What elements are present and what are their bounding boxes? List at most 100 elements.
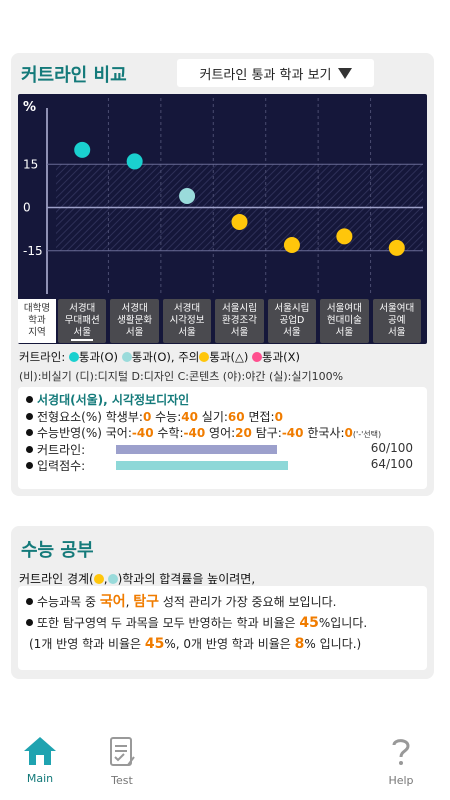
tick-label: -15 [23, 244, 43, 258]
data-point [336, 228, 353, 245]
subject-name: 국어: [105, 426, 132, 440]
selected-school: 서경대(서울), 시각정보디자인 [37, 393, 190, 407]
advice-text: 수능과목 중 [37, 595, 100, 609]
legend: 커트라인: 통과(O) 통과(O), 주의 통과(△) 통과(X) [19, 349, 300, 365]
category-label: 서울여대 공예 서울 [379, 303, 415, 338]
factor-name: 실기: [201, 409, 228, 424]
category-label: 서경대 생활문화 서울 [117, 303, 153, 338]
factor-value: 0 [142, 409, 152, 424]
category-label: 서경대 시각정보 서울 [169, 303, 205, 338]
bullet-icon [26, 619, 33, 626]
advice-text: %입니다. [318, 616, 368, 630]
subject-name: 수학: [157, 426, 184, 440]
data-point [231, 213, 248, 230]
subject-highlight: 국어 [99, 594, 126, 610]
factor-value: 60 [227, 409, 245, 424]
intro-text: 커트라인 경계( [19, 572, 94, 586]
category-cell[interactable]: 서울여대 공예 서울 [372, 299, 421, 343]
chart-plot: 15 0 -15% [23, 98, 423, 294]
legend-dot-pass [68, 352, 79, 362]
study-title: 수능 공부 [21, 540, 94, 561]
input-score: 64/100 [370, 457, 413, 471]
abbreviation-legend: (비):비실기 (디):디지털 D:디자인 C:콘텐츠 (야):야간 (실):실… [19, 370, 344, 383]
tick-label: 15 [23, 157, 38, 171]
subject-value: 20 [235, 426, 252, 440]
study-advice: 수능과목 중 국어, 탐구 성적 관리가 가장 중요해 보입니다. 또한 탐구영… [18, 586, 427, 670]
clipboard-icon [110, 737, 135, 766]
legend-label-borderline: 통과(△) [209, 350, 249, 364]
category-cell[interactable]: 서울시립 공업D 서울 [267, 299, 317, 343]
data-point [283, 237, 300, 253]
data-point [388, 239, 405, 256]
bullet-icon [26, 412, 33, 420]
category-cell[interactable]: 서경대 생활문화 서울 [110, 299, 159, 343]
bullet-icon [26, 598, 33, 605]
nav-main[interactable]: Main [10, 735, 70, 785]
subject-name: 탐구: [255, 426, 282, 440]
cutline-title: 커트라인 비교 [21, 65, 127, 86]
factor-name: 수능: [155, 409, 182, 424]
advice-text: , [125, 595, 134, 609]
nav-help-label: Help [388, 774, 414, 787]
factor-value: 0 [274, 409, 283, 424]
category-label: 서울여대 현대미술 서울 [326, 303, 362, 338]
study-card: 수능 공부 커트라인 경계(, )학과의 합격률을 높이려면, 수능과목 중 국어… [11, 526, 434, 679]
home-icon [24, 737, 56, 765]
factor-name: 학생부: [105, 409, 143, 424]
legend-dot-borderline [199, 352, 210, 362]
cutline-score: 60/100 [370, 440, 413, 455]
advice-text: (1개 반영 학과 비율은 [29, 637, 145, 651]
advice-text: 또한 탐구영역 두 과목을 모두 반영하는 학과 비율은 [37, 616, 300, 630]
factor-value: 40 [181, 409, 198, 424]
advice-text: 성적 관리가 가장 중요해 보입니다. [159, 595, 337, 609]
factor-name: 면접: [248, 409, 275, 424]
input-bar-row: 입력점수: 64/100 [26, 457, 419, 474]
cutline-label: 커트라인: [37, 442, 86, 457]
advice-text: %, 0개 반영 학과 비율은 [164, 637, 295, 651]
category-cell[interactable]: 서경대 시각정보 서울 [162, 299, 212, 343]
cutline-chart: 15 0 -15% 대학명 학과 지역 서경대 무대패션 서울 서경대 생활문화 서울… [18, 94, 427, 344]
legend-dot-fail [252, 352, 262, 362]
dropdown-label: 커트라인 통과 학과 보기 [199, 67, 332, 83]
legend-label-pass: 통과(O) [78, 350, 119, 364]
percent-highlight: 45 [144, 636, 165, 652]
legend-dot-pass-caution [121, 352, 132, 362]
category-cell[interactable]: 서경대 무대패션 서울 [58, 299, 107, 343]
suneung-label: 수능반영(%) [37, 426, 102, 440]
category-label: 서울시립 공업D 서울 [274, 303, 310, 338]
nav-help[interactable]: Help [371, 735, 431, 787]
input-score-bar [116, 461, 288, 470]
legend-label-fail: 통과(X) [262, 350, 301, 364]
category-label: 서울시립 환경조각 서울 [222, 303, 257, 338]
subject-name: 한국사: [307, 426, 345, 440]
selected-indicator [71, 339, 94, 341]
intro-text: )학과의 합격률을 높이려면, [117, 572, 256, 586]
suneung-note: ('-'선택) [352, 430, 382, 439]
bullet-icon [26, 462, 33, 469]
department-detail: 서경대(서울), 시각정보디자인 전형요소(%) 학생부:0 수능:40 실기:… [18, 387, 427, 489]
intro-text: , [103, 572, 108, 586]
category-label: 서경대 무대패션 서울 [64, 303, 100, 338]
data-point [74, 141, 91, 158]
category-cell[interactable]: 서울여대 현대미술 서울 [320, 299, 369, 343]
input-label: 입력점수: [37, 459, 86, 473]
light-teal-dot-icon [107, 574, 118, 584]
question-mark-icon [392, 739, 410, 765]
nav-test-label: Test [111, 774, 133, 787]
advice-text: % 입니다.) [304, 637, 362, 651]
subject-highlight: 탐구 [133, 594, 160, 610]
y-axis-label: % [23, 100, 36, 115]
tick-label: 0 [23, 201, 31, 215]
bullet-icon [26, 429, 33, 436]
nav-test[interactable]: Test [92, 735, 152, 787]
triangle-down-icon [337, 67, 352, 79]
bullet-icon [26, 445, 33, 453]
bullet-icon [26, 396, 33, 403]
yellow-dot-icon [93, 574, 104, 584]
legend-label-pass-caution: 통과(O), 주의 [131, 350, 200, 364]
cutline-filter-dropdown[interactable]: 커트라인 통과 학과 보기 [177, 59, 374, 87]
factors-row: 전형요소(%) 학생부:0 수능:40 실기:60 면접:0 [26, 408, 419, 425]
category-cell[interactable]: 서울시립 환경조각 서울 [215, 299, 264, 343]
study-intro: 커트라인 경계(, )학과의 합격률을 높이려면, [19, 570, 255, 587]
row-header: 대학명 학과 지역 [18, 299, 56, 343]
